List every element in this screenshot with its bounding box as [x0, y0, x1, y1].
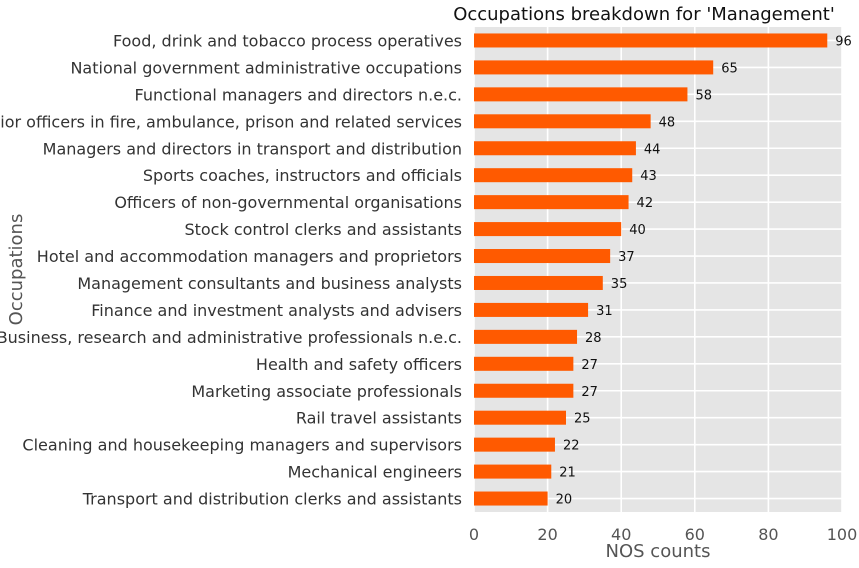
category-label: Rail travel assistants	[296, 409, 462, 428]
x-tick-label: 80	[758, 525, 778, 544]
bar	[474, 491, 548, 506]
bar	[474, 356, 574, 371]
chart-title: Occupations breakdown for 'Management'	[453, 4, 835, 25]
bar	[474, 437, 555, 452]
category-label: Management consultants and business anal…	[77, 274, 462, 293]
bar	[474, 275, 603, 290]
category-label: Food, drink and tobacco process operativ…	[113, 31, 462, 50]
value-label: 37	[618, 250, 635, 265]
category-label: National government administrative occup…	[70, 58, 462, 77]
value-label: 22	[563, 439, 580, 454]
value-label: 58	[695, 88, 712, 103]
bar	[474, 114, 651, 129]
category-label: Marketing associate professionals	[191, 382, 462, 401]
value-label: 65	[721, 61, 738, 76]
x-tick-label: 0	[469, 525, 479, 544]
bar	[474, 60, 714, 75]
bars-group	[474, 33, 828, 506]
category-label: Cleaning and housekeeping managers and s…	[22, 436, 462, 455]
category-label: Stock control clerks and assistants	[184, 220, 462, 239]
bar	[474, 329, 578, 344]
category-label: Officers of non-governmental organisatio…	[114, 193, 462, 212]
category-label: Health and safety officers	[256, 355, 462, 374]
category-label: Finance and investment analysts and advi…	[91, 301, 462, 320]
value-label: 27	[581, 385, 598, 400]
x-tick-label: 100	[827, 525, 858, 544]
plot-background	[474, 27, 842, 512]
value-label: 20	[556, 493, 573, 508]
bar	[474, 383, 574, 398]
category-label: Transport and distribution clerks and as…	[82, 490, 462, 509]
value-label: 44	[644, 142, 661, 157]
x-tick-labels: 0 20 40 60 80 100	[469, 525, 857, 544]
value-label: 48	[659, 115, 676, 130]
value-label: 21	[559, 466, 576, 481]
x-tick-label: 40	[611, 525, 631, 544]
category-label: Sports coaches, instructors and official…	[143, 166, 462, 185]
value-label: 35	[611, 277, 628, 292]
value-label: 28	[585, 331, 602, 346]
bar	[474, 249, 611, 264]
bar	[474, 168, 633, 183]
bar	[474, 195, 629, 210]
bar	[474, 222, 622, 237]
category-label: Mechanical engineers	[288, 463, 462, 482]
bar	[474, 464, 552, 479]
category-label: Business, research and administrative pr…	[0, 328, 462, 347]
value-label: 31	[596, 304, 613, 319]
value-label: 25	[574, 412, 591, 427]
x-tick-label: 20	[537, 525, 557, 544]
category-label: Functional managers and directors n.e.c.	[135, 85, 462, 104]
value-label: 40	[629, 223, 646, 238]
x-tick-label: 60	[685, 525, 705, 544]
value-label: 43	[640, 169, 657, 184]
category-label: Managers and directors in transport and …	[43, 139, 462, 158]
bar	[474, 410, 566, 425]
value-label: 42	[637, 196, 654, 211]
bar	[474, 87, 688, 102]
x-axis-label: NOS counts	[606, 541, 711, 562]
y-axis-label: Occupations	[6, 214, 27, 326]
category-labels: Food, drink and tobacco process operativ…	[0, 31, 462, 508]
bar	[474, 33, 828, 48]
value-labels: 96 65 58 48 44 43 42 40 37 35 31 28 27 27 25 22 21 20	[556, 34, 852, 507]
bar	[474, 302, 589, 317]
category-label: Senior officers in fire, ambulance, pris…	[0, 112, 462, 131]
value-label: 96	[835, 34, 852, 49]
category-label: Hotel and accommodation managers and pro…	[37, 247, 462, 266]
value-label: 27	[581, 358, 598, 373]
bar	[474, 141, 636, 156]
